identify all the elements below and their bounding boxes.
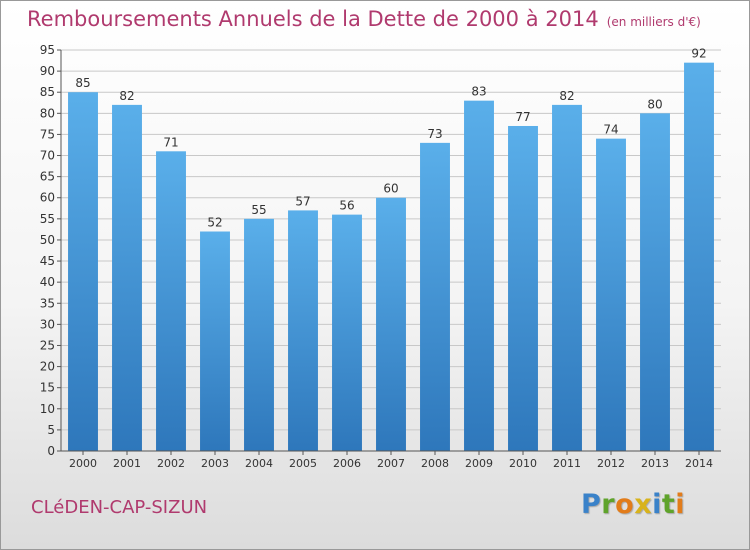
bar-2000 bbox=[68, 92, 98, 452]
chart-title-text: Remboursements Annuels de la Dette de 20… bbox=[27, 7, 599, 31]
x-tick-label-2004: 2004 bbox=[245, 457, 273, 470]
bars bbox=[68, 62, 714, 452]
y-tick-label: 25 bbox=[40, 338, 55, 352]
data-labels: 85 82 71 52 55 57 56 60 73 83 77 82 74 80 92 bbox=[75, 47, 706, 230]
data-label-2014: 92 bbox=[691, 47, 706, 61]
data-label-2006: 56 bbox=[339, 199, 354, 213]
y-axis: 0 5 10 15 20 25 30 35 40 45 50 55 60 65 70 75 80 85 90 95 bbox=[40, 43, 62, 458]
y-tick-label: 15 bbox=[40, 381, 55, 395]
y-tick-label: 5 bbox=[47, 423, 55, 437]
y-tick-label: 50 bbox=[40, 233, 55, 247]
y-tick-label: 30 bbox=[40, 317, 55, 331]
y-tick-label: 40 bbox=[40, 275, 55, 289]
bar-2007 bbox=[376, 197, 406, 451]
y-tick-label: 20 bbox=[40, 360, 55, 374]
y-tick-label: 0 bbox=[47, 444, 55, 458]
data-label-2001: 82 bbox=[119, 89, 134, 103]
data-label-2005: 57 bbox=[295, 194, 310, 208]
y-tick-label: 70 bbox=[40, 149, 55, 163]
x-tick-label-2000: 2000 bbox=[69, 457, 97, 470]
bar-2011 bbox=[552, 104, 582, 451]
bar-2002 bbox=[156, 151, 186, 451]
data-label-2003: 52 bbox=[207, 216, 222, 230]
bar-2006 bbox=[332, 214, 362, 451]
data-label-2002: 71 bbox=[163, 135, 178, 149]
logo-letter: r bbox=[601, 489, 616, 520]
data-label-2012: 74 bbox=[603, 123, 618, 137]
y-tick-label: 45 bbox=[40, 254, 55, 268]
x-tick-label-2012: 2012 bbox=[597, 457, 625, 470]
logo-letter: o bbox=[615, 489, 635, 520]
bar-2009 bbox=[464, 100, 494, 451]
x-tick-label-2009: 2009 bbox=[465, 457, 493, 470]
y-tick-label: 90 bbox=[40, 64, 55, 78]
bar-2005 bbox=[288, 210, 318, 451]
x-tick-label-2014: 2014 bbox=[685, 457, 713, 470]
logo-letter: x bbox=[634, 489, 653, 520]
x-tick-label-2007: 2007 bbox=[377, 457, 405, 470]
y-tick-label: 10 bbox=[40, 402, 55, 416]
data-label-2007: 60 bbox=[383, 182, 398, 196]
bar-2013 bbox=[640, 113, 670, 451]
x-tick-label-2003: 2003 bbox=[201, 457, 229, 470]
chart-unit: (en milliers d'€) bbox=[606, 15, 701, 29]
bar-2010 bbox=[508, 125, 538, 452]
x-tick-label-2006: 2006 bbox=[333, 457, 361, 470]
proxiti-logo[interactable]: Proxiti bbox=[581, 489, 685, 520]
logo-letter: t bbox=[661, 489, 676, 520]
data-label-2000: 85 bbox=[75, 76, 90, 90]
bar-2003 bbox=[200, 231, 230, 451]
logo-letter: i bbox=[652, 489, 662, 520]
commune-name: CLéDEN-CAP-SIZUN bbox=[31, 497, 208, 518]
bar-2008 bbox=[420, 142, 450, 451]
y-tick-label: 75 bbox=[40, 127, 55, 141]
x-tick-label-2008: 2008 bbox=[421, 457, 449, 470]
data-label-2004: 55 bbox=[251, 203, 266, 217]
x-tick-label-2001: 2001 bbox=[113, 457, 141, 470]
y-tick-label: 80 bbox=[40, 106, 55, 120]
logo-letter: i bbox=[675, 489, 686, 520]
y-tick-label: 95 bbox=[40, 43, 55, 57]
y-tick-label: 85 bbox=[40, 85, 55, 99]
y-tick-label: 65 bbox=[40, 170, 55, 184]
bar-2001 bbox=[112, 104, 142, 451]
y-tick-label: 35 bbox=[40, 296, 55, 310]
y-tick-label: 60 bbox=[40, 191, 55, 205]
x-tick-label-2002: 2002 bbox=[157, 457, 185, 470]
y-tick-label: 55 bbox=[40, 212, 55, 226]
data-label-2008: 73 bbox=[427, 127, 442, 141]
bar-2014 bbox=[684, 62, 714, 452]
x-tick-label-2011: 2011 bbox=[553, 457, 581, 470]
x-tick-label-2013: 2013 bbox=[641, 457, 669, 470]
data-label-2011: 82 bbox=[559, 89, 574, 103]
x-axis: 2000 2001 2002 2003 2004 2005 2006 2007 2008 2009… bbox=[61, 450, 721, 470]
bar-2012 bbox=[596, 138, 626, 452]
data-label-2010: 77 bbox=[515, 110, 530, 124]
chart-title: Remboursements Annuels de la Dette de 20… bbox=[27, 7, 701, 31]
bar-2004 bbox=[244, 218, 274, 451]
x-tick-label-2005: 2005 bbox=[289, 457, 317, 470]
logo-letter: P bbox=[581, 489, 602, 520]
data-label-2009: 83 bbox=[471, 85, 486, 99]
data-label-2013: 80 bbox=[647, 97, 662, 111]
x-tick-label-2010: 2010 bbox=[509, 457, 537, 470]
